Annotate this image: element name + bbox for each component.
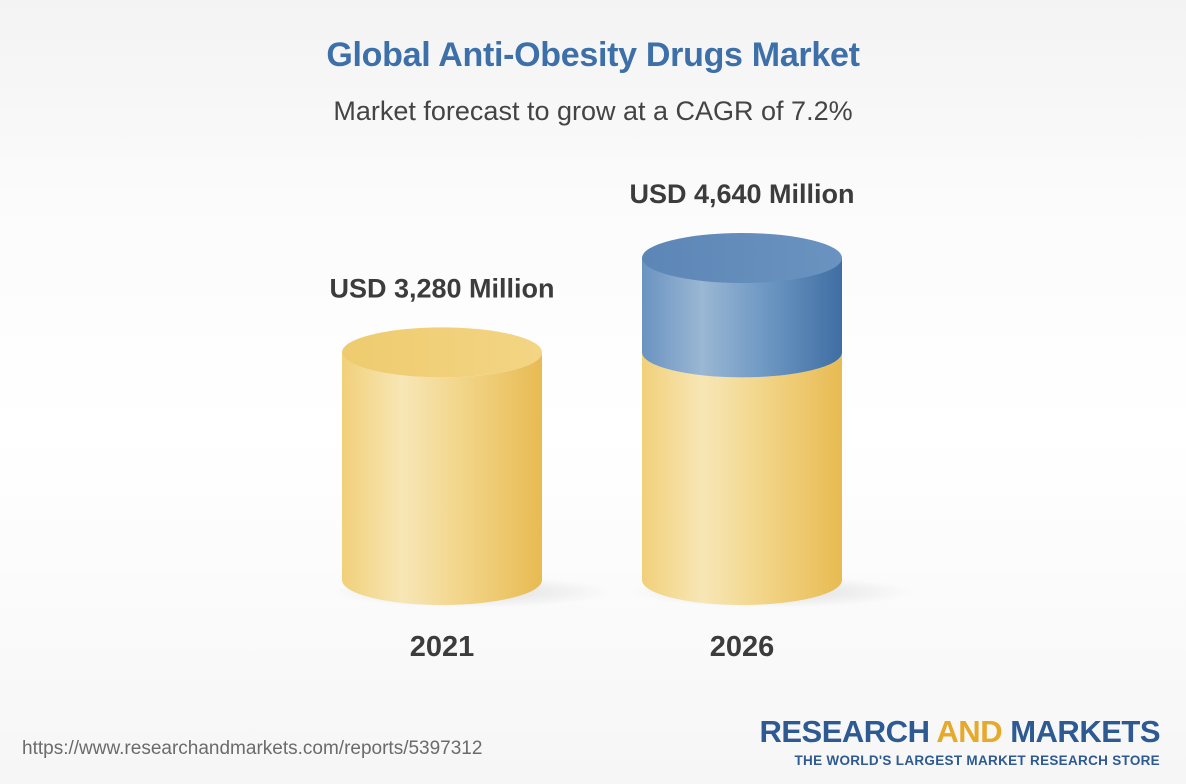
brand-logo[interactable]: RESEARCH AND MARKETS THE WORLD'S LARGEST… bbox=[759, 715, 1160, 769]
chart-title: Global Anti-Obesity Drugs Market bbox=[326, 36, 860, 74]
brand-name: RESEARCH AND MARKETS bbox=[759, 715, 1160, 749]
bar-2026 bbox=[632, 233, 912, 608]
category-label-2021: 2021 bbox=[410, 631, 475, 663]
brand-name-part3: MARKETS bbox=[1010, 714, 1160, 749]
value-label-2026: USD 4,640 Million bbox=[629, 179, 854, 209]
category-label-2026: 2026 bbox=[710, 631, 775, 663]
source-url[interactable]: https://www.researchandmarkets.com/repor… bbox=[22, 738, 483, 759]
brand-name-part1: RESEARCH bbox=[759, 714, 930, 749]
bar-top-growth bbox=[642, 233, 842, 283]
bar-body-base bbox=[342, 352, 542, 605]
brand-tagline: THE WORLD'S LARGEST MARKET RESEARCH STOR… bbox=[794, 753, 1160, 768]
value-label-2021: USD 3,280 Million bbox=[329, 273, 554, 303]
brand-name-part2: AND bbox=[936, 714, 1003, 749]
bar-top-base bbox=[342, 327, 542, 378]
bar-body-base bbox=[642, 352, 842, 605]
bar-2021 bbox=[332, 327, 612, 608]
bar-body-growth bbox=[642, 258, 842, 378]
chart-subtitle: Market forecast to grow at a CAGR of 7.2… bbox=[333, 96, 853, 126]
